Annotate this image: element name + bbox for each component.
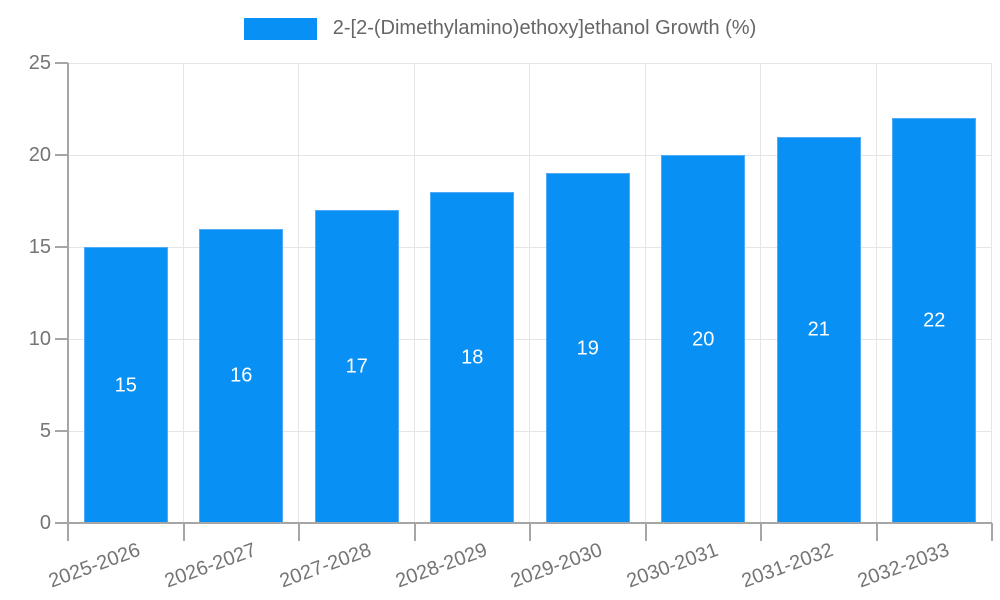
- grid-line-h: [68, 63, 992, 64]
- y-axis-tick: [55, 62, 68, 64]
- x-axis-tick: [182, 523, 185, 541]
- y-axis-label: 20: [28, 144, 51, 166]
- grid-line-h: [68, 247, 992, 248]
- legend-label: 2-[2-(Dimethylamino)ethoxy]ethanol Growt…: [332, 17, 757, 39]
- grid-line-v: [182, 63, 184, 523]
- bar-value-label: 22: [923, 309, 946, 332]
- bar-2031-2032[interactable]: 21: [776, 136, 861, 523]
- y-axis-tick: [55, 522, 68, 524]
- y-axis-label: 5: [39, 420, 51, 442]
- grid-line-v: [760, 63, 761, 523]
- bar-value-label: 20: [692, 328, 715, 350]
- x-axis-label: 2030-2031: [623, 539, 721, 593]
- bar-2029-2030[interactable]: 19: [545, 173, 630, 523]
- legend[interactable]: 2-[2-(Dimethylamino)ethoxy]ethanol Growt…: [0, 17, 1000, 40]
- x-axis-tick: [760, 523, 762, 541]
- x-axis-tick: [529, 523, 531, 541]
- x-axis-label: 2029-2030: [507, 539, 606, 593]
- x-axis-label: 2028-2029: [392, 539, 490, 593]
- grid-line-h: [68, 155, 992, 156]
- y-axis-line: [67, 63, 69, 541]
- bar-value-label: 17: [345, 355, 368, 378]
- bar-2032-2033[interactable]: 22: [892, 118, 977, 523]
- grid-line-v: [991, 63, 992, 523]
- x-axis-tick: [991, 523, 993, 541]
- y-axis-label: 0: [39, 512, 51, 534]
- y-axis-label: 15: [28, 236, 51, 258]
- bar-2025-2026[interactable]: 15: [83, 247, 168, 523]
- grid-line-v: [298, 63, 299, 523]
- bar-value-label: 19: [576, 337, 599, 360]
- y-axis-tick: [55, 430, 68, 432]
- y-axis-label: 25: [28, 52, 51, 74]
- grid-line-v: [413, 63, 415, 523]
- bar-value-label: 21: [807, 318, 830, 341]
- bar-value-label: 16: [230, 364, 253, 387]
- bar-2027-2028[interactable]: 17: [314, 210, 399, 523]
- x-axis-label: 2031-2032: [738, 539, 837, 593]
- x-axis-tick: [67, 523, 69, 541]
- x-axis-label: 2025-2026: [45, 539, 144, 593]
- plot-area: 15 16 17 18 19 20 21 22: [68, 63, 992, 523]
- x-axis-tick: [298, 523, 300, 541]
- legend-swatch: [243, 17, 317, 40]
- y-axis-tick: [55, 338, 68, 340]
- x-axis-tick: [644, 523, 647, 541]
- y-axis-label: 10: [28, 328, 51, 350]
- x-axis-tick: [413, 523, 416, 541]
- x-axis-label: 2027-2028: [276, 539, 375, 593]
- bar-2028-2029[interactable]: 18: [430, 191, 515, 523]
- y-axis-tick: [55, 154, 68, 156]
- bar-value-label: 18: [461, 346, 484, 369]
- bar-value-label: 15: [114, 374, 137, 396]
- x-axis-label: 2026-2027: [161, 539, 259, 593]
- bar-2030-2031[interactable]: 20: [661, 155, 746, 523]
- grid-line-h: [68, 431, 992, 432]
- grid-line-v: [644, 63, 646, 523]
- grid-line-v: [529, 63, 530, 523]
- x-axis-label: 2032-2033: [854, 539, 952, 593]
- y-axis-tick: [55, 246, 68, 248]
- x-axis-tick: [875, 523, 878, 541]
- grid-line-v: [875, 63, 877, 523]
- bar-2026-2027[interactable]: 16: [199, 228, 284, 523]
- grid-line-h: [68, 339, 992, 340]
